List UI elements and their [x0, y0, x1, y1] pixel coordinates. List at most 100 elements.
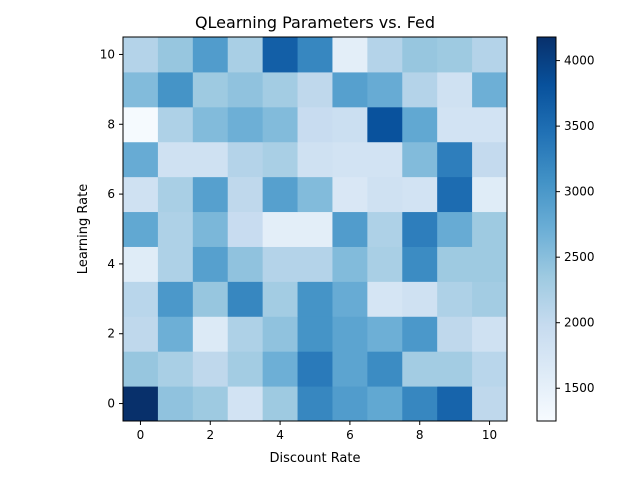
heatmap-cell	[123, 71, 159, 108]
heatmap-cell	[157, 37, 194, 73]
colorbar-tick-label: 1500	[564, 381, 595, 395]
heatmap-cell	[332, 141, 368, 178]
heatmap-cell	[472, 71, 508, 108]
heatmap-cell	[437, 71, 473, 108]
y-tick-label: 6	[107, 187, 115, 201]
heatmap-cell	[332, 281, 368, 317]
heatmap-cell	[227, 37, 264, 73]
heatmap-cell	[192, 141, 229, 178]
heatmap-cell	[227, 176, 264, 213]
x-tick-label: 0	[137, 428, 145, 442]
heatmap-cell	[227, 386, 264, 422]
heatmap-cell	[123, 211, 159, 247]
colorbar-tick-label: 4000	[564, 54, 595, 68]
y-axis-ticks: 0 2 4 6 8 10	[100, 47, 123, 411]
heatmap-cell	[123, 176, 159, 213]
heatmap-cell	[297, 106, 333, 143]
x-axis-ticks: 0 2 4 6 8 10	[137, 421, 497, 442]
heatmap-cell	[297, 37, 333, 73]
colorbar-tick-label: 3000	[564, 185, 595, 199]
colorbar-tick-label: 2500	[564, 250, 595, 264]
heatmap-cell	[157, 351, 194, 387]
heatmap-cell	[157, 281, 194, 317]
heatmap-cell	[472, 106, 508, 143]
heatmap-cell	[157, 211, 194, 247]
heatmap-cell	[262, 281, 299, 317]
heatmap-cell	[472, 37, 508, 73]
heatmap-cell	[157, 71, 194, 108]
chart-title: QLearning Parameters vs. Fed	[195, 13, 435, 32]
heatmap-cell	[262, 141, 299, 178]
x-tick-label: 6	[346, 428, 354, 442]
heatmap-cell	[227, 316, 264, 352]
x-tick-label: 4	[276, 428, 284, 442]
heatmap-cell	[297, 71, 333, 108]
heatmap-cell	[402, 176, 438, 213]
heatmap-cell	[297, 246, 333, 282]
heatmap-cell	[332, 211, 368, 247]
heatmap-cell	[297, 386, 333, 422]
heatmap-cell	[472, 176, 508, 213]
y-tick-label: 0	[107, 397, 115, 411]
heatmap-cell	[402, 106, 438, 143]
heatmap-cell	[472, 281, 508, 317]
heatmap-cell	[192, 176, 229, 213]
heatmap-cell	[437, 386, 473, 422]
heatmap-cell	[402, 316, 438, 352]
colorbar-tick-label: 2000	[564, 316, 595, 330]
heatmap-cell	[367, 106, 403, 143]
y-tick-label: 2	[107, 327, 115, 341]
heatmap-cell	[472, 141, 508, 178]
heatmap-cell	[157, 141, 194, 178]
colorbar-tick-label: 3500	[564, 119, 595, 133]
heatmap-cell	[332, 106, 368, 143]
heatmap-cell	[367, 281, 403, 317]
heatmap-cell	[472, 246, 508, 282]
heatmap-cell	[192, 246, 229, 282]
heatmap-cell	[472, 351, 508, 387]
heatmap-cell	[332, 71, 368, 108]
heatmap-cell	[437, 141, 473, 178]
heatmap-cell	[297, 351, 333, 387]
heatmap-cell	[227, 351, 264, 387]
y-tick-label: 4	[107, 257, 115, 271]
heatmap-cell	[227, 71, 264, 108]
heatmap-cell	[437, 176, 473, 213]
x-tick-label: 10	[482, 428, 497, 442]
heatmap-cell	[262, 176, 299, 213]
heatmap-cell	[367, 316, 403, 352]
heatmap-cell	[297, 141, 333, 178]
heatmap-cell	[192, 386, 229, 422]
heatmap-cell	[192, 281, 229, 317]
heatmap-cell	[123, 246, 159, 282]
heatmap-cell	[192, 106, 229, 143]
heatmap-cell	[437, 246, 473, 282]
heatmap-cell	[367, 141, 403, 178]
colorbar	[536, 36, 557, 422]
heatmap-cell	[437, 351, 473, 387]
heatmap-cell	[297, 176, 333, 213]
heatmap-cell	[332, 351, 368, 387]
heatmap-cell	[227, 106, 264, 143]
heatmap-cell	[157, 316, 194, 352]
heatmap-cell	[332, 246, 368, 282]
y-tick-label: 10	[100, 47, 115, 61]
heatmap-cell	[332, 386, 368, 422]
heatmap-cell	[227, 211, 264, 247]
heatmap-cell	[262, 246, 299, 282]
heatmap-cell	[157, 386, 194, 422]
heatmap-cell	[262, 71, 299, 108]
heatmap-cell	[367, 351, 403, 387]
heatmap-cell	[262, 316, 299, 352]
heatmap-cell	[157, 106, 194, 143]
heatmap-cell	[402, 211, 438, 247]
heatmap-cell	[297, 316, 333, 352]
heatmap-cell	[472, 386, 508, 422]
x-tick-label: 8	[416, 428, 424, 442]
heatmap-cell	[262, 106, 299, 143]
heatmap-cell	[367, 71, 403, 108]
heatmap-cell	[262, 37, 299, 73]
heatmap-cell	[262, 211, 299, 247]
